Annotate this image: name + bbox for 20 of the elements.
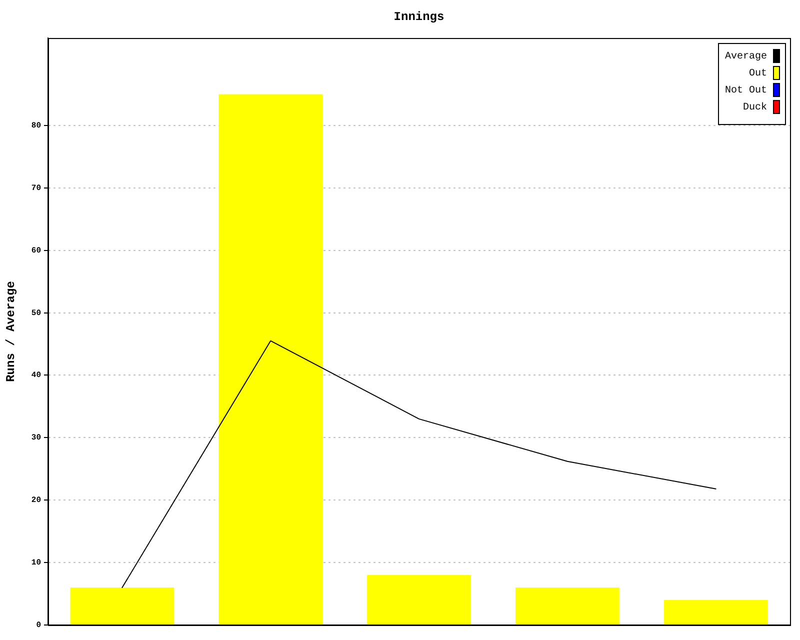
legend-label: Not Out [724, 86, 767, 97]
y-tick-label: 50 [31, 308, 42, 318]
y-tick-label: 40 [31, 371, 42, 380]
y-tick-label: 70 [31, 184, 42, 193]
legend-label: Average [724, 52, 767, 63]
bar [515, 588, 620, 624]
y-axis-title: Runs / Average [4, 281, 18, 382]
chart-title: Innings [394, 10, 444, 24]
y-tick-label: 20 [31, 496, 42, 506]
y-tick-label: 80 [31, 121, 42, 130]
bar [367, 575, 471, 624]
y-tick-label: 0 [36, 621, 42, 630]
bar [218, 94, 323, 624]
bar [70, 588, 174, 624]
y-tick-label: 30 [31, 434, 42, 443]
legend-label: Duck [742, 102, 767, 114]
bar [664, 600, 768, 624]
y-tick-label: 10 [31, 558, 42, 568]
y-tick-label: 60 [31, 246, 42, 256]
legend-label: Out [748, 68, 767, 80]
